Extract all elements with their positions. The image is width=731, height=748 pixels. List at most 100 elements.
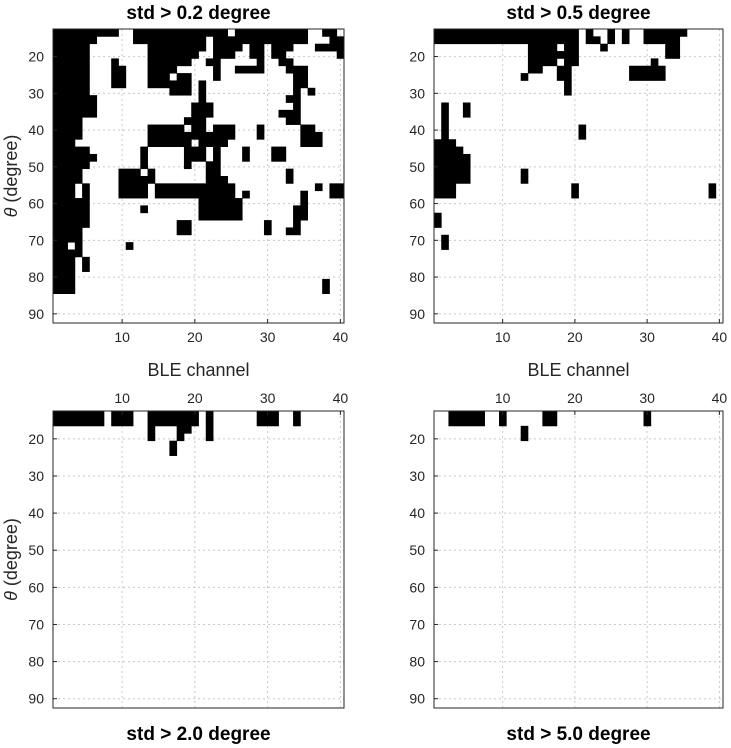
heatmap-cell	[154, 183, 236, 192]
heatmap-cell	[176, 425, 192, 434]
heatmap-cell	[650, 65, 666, 74]
heatmap-cell	[53, 51, 90, 59]
heatmap-cell	[213, 43, 243, 52]
y-tick-label: 60	[409, 579, 425, 595]
heatmap-cell	[271, 146, 287, 155]
x-tick-label: 30	[260, 329, 276, 345]
heatmap-cell	[53, 65, 90, 74]
heatmap-cell	[205, 58, 221, 67]
heatmap-cell	[578, 124, 587, 133]
chart-title: std > 0.2 degree	[126, 3, 270, 24]
heatmap-cell	[198, 198, 243, 206]
heatmap-cell	[708, 190, 717, 199]
theta-symbol: θ	[1, 591, 21, 601]
x-axis-label: BLE channel	[527, 360, 629, 380]
heatmap-cell	[53, 87, 90, 96]
y-tick-label: 50	[409, 542, 425, 558]
y-tick-label: 30	[28, 85, 44, 101]
heatmap-cell	[53, 418, 105, 427]
x-tick-label: 10	[495, 329, 511, 345]
heatmap-cell	[665, 51, 681, 59]
y-tick-label: 40	[409, 505, 425, 521]
heatmap-cell	[147, 131, 192, 140]
y-axis-unit: (degree)	[1, 518, 21, 591]
heatmap-cell	[441, 124, 449, 133]
heatmap-cell	[242, 153, 250, 162]
y-tick-label: 40	[28, 505, 44, 521]
heatmap-cell	[191, 124, 207, 133]
heatmap-cell	[147, 58, 170, 67]
heatmap-cell	[111, 418, 134, 427]
heatmap-cell	[607, 29, 616, 37]
heatmap-cell	[176, 220, 192, 228]
x-tick-label: 20	[567, 329, 583, 345]
heatmap-cell	[53, 139, 76, 147]
heatmap-cell	[293, 73, 309, 81]
heatmap-cell	[249, 43, 265, 52]
heatmap-cell	[213, 65, 221, 74]
heatmap-cell	[322, 278, 330, 287]
heatmap-cell	[448, 418, 485, 427]
heatmap-panel-2: 10 20 30 40 20 30 40 50 60 70 80 90 std > 0.5 degree…	[409, 3, 727, 380]
heatmap-cell	[285, 227, 301, 236]
heatmap-cell	[621, 36, 630, 45]
heatmap-cell	[585, 36, 601, 45]
heatmap-cell	[256, 124, 265, 133]
heatmap-cell	[205, 168, 221, 177]
heatmap-cell	[82, 183, 90, 192]
heatmap-cell	[53, 58, 90, 67]
y-tick-label: 40	[28, 122, 44, 138]
heatmap-cell	[527, 43, 558, 52]
heatmap-cell	[205, 425, 214, 434]
heatmap-cell	[441, 117, 449, 125]
heatmap-cell	[213, 146, 221, 155]
heatmap-cell	[89, 109, 98, 118]
heatmap-cell	[53, 102, 90, 111]
y-tick-label: 90	[409, 306, 425, 322]
y-tick-label: 20	[28, 49, 44, 65]
heatmap-cell	[564, 43, 579, 52]
heatmap-cell	[118, 190, 148, 199]
heatmap-cell	[169, 58, 192, 67]
heatmap-cell	[53, 278, 76, 287]
heatmap-cell	[708, 183, 717, 192]
heatmap-cell	[520, 176, 529, 184]
heatmap-cell	[256, 58, 265, 67]
y-tick-label: 50	[28, 159, 44, 175]
y-axis-label: θ (degree)	[1, 518, 21, 601]
heatmap-cell	[249, 51, 265, 59]
heatmap-cell	[147, 176, 156, 184]
heatmap-cell	[571, 190, 579, 199]
heatmap-cell	[53, 95, 90, 103]
axes-frame	[433, 410, 724, 709]
y-tick-label: 80	[409, 654, 425, 670]
heatmap-cell	[169, 440, 178, 449]
heatmap-cell	[205, 418, 214, 427]
heatmap-cell	[133, 36, 207, 45]
x-tick-label: 10	[114, 390, 130, 406]
heatmap-cell	[441, 234, 449, 243]
heatmap-cell	[300, 124, 316, 133]
heatmap-cell	[527, 51, 579, 59]
heatmap-cell	[285, 117, 301, 125]
y-tick-label: 50	[409, 159, 425, 175]
heatmap-cell	[322, 29, 338, 37]
x-tick-label: 20	[187, 390, 203, 406]
heatmap-cell	[434, 153, 457, 162]
heatmap-cell	[169, 87, 192, 96]
heatmap-cell	[234, 29, 309, 37]
heatmap-cell	[434, 183, 457, 192]
heatmap-cell	[198, 95, 207, 103]
heatmap-cell	[314, 43, 345, 52]
heatmap-cell	[53, 212, 90, 221]
heatmap-cell	[89, 95, 98, 103]
heatmap-cell	[213, 51, 236, 59]
heatmap-cell	[89, 102, 98, 111]
heatmap-cell	[329, 190, 345, 199]
x-tick-label: 20	[567, 390, 583, 406]
heatmap-cell	[285, 95, 301, 103]
heatmap-cell	[607, 36, 616, 45]
heatmap-cell	[293, 87, 301, 96]
heatmap-cell	[53, 176, 83, 184]
